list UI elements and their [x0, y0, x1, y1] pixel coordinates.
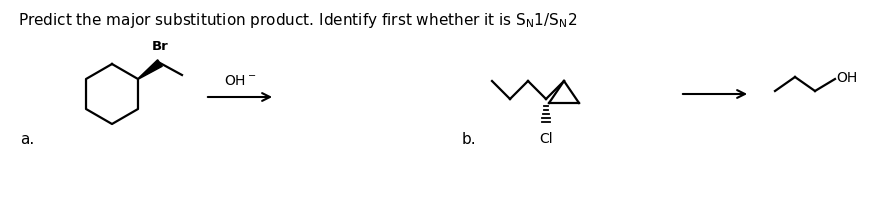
Text: Cl: Cl: [539, 132, 553, 146]
Text: OH$^-$: OH$^-$: [223, 74, 256, 88]
Text: b.: b.: [462, 132, 477, 147]
Polygon shape: [138, 60, 162, 79]
Text: a.: a.: [20, 132, 34, 147]
Text: Br: Br: [152, 40, 169, 53]
Text: OH: OH: [836, 71, 857, 85]
Text: Predict the major substitution product. Identify first whether it is $\mathregul: Predict the major substitution product. …: [18, 11, 578, 30]
